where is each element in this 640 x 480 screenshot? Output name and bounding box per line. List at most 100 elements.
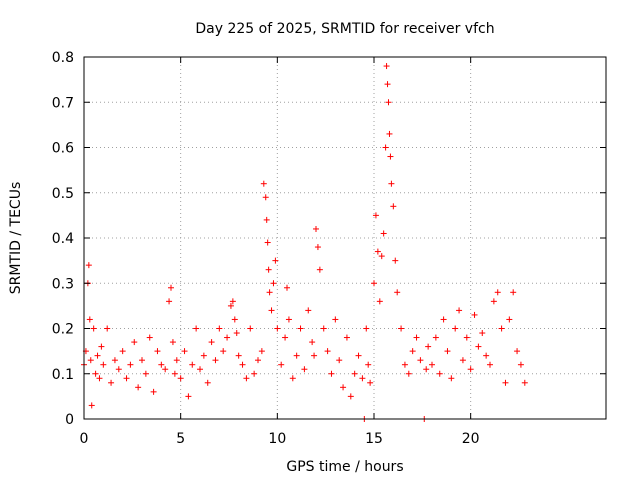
x-tick-label: 0 (80, 431, 89, 447)
data-point (429, 361, 435, 368)
data-point (514, 348, 521, 355)
data-point (392, 257, 399, 264)
data-point (305, 307, 312, 314)
data-point (266, 289, 273, 296)
data-point (380, 230, 387, 237)
data-point (123, 375, 130, 382)
data-point (383, 63, 390, 70)
data-point (87, 357, 94, 364)
data-point (382, 144, 389, 151)
data-point (108, 379, 115, 386)
data-point (401, 361, 408, 368)
data-point (100, 361, 107, 368)
data-point (517, 361, 524, 368)
data-point (320, 325, 327, 332)
data-point (436, 370, 443, 377)
y-tick-label: 0.6 (52, 141, 74, 157)
data-point (417, 357, 424, 364)
data-point (86, 316, 93, 323)
data-point (212, 357, 219, 364)
data-point (409, 348, 416, 355)
data-point (425, 343, 432, 350)
data-point (255, 357, 261, 364)
data-point (278, 361, 285, 368)
data-point (359, 375, 366, 382)
data-point (372, 212, 379, 219)
data-point (150, 388, 157, 395)
data-point (293, 352, 300, 359)
data-point (301, 366, 308, 373)
data-point (467, 366, 474, 373)
axis-ticks: 0 0.1 0.2 0.3 0.4 0.5 0.6 0.7 0.8 0 5 10 15 20 (52, 50, 606, 447)
data-point (171, 370, 178, 377)
data-point (220, 348, 227, 355)
data-point (285, 316, 292, 323)
data-point (247, 325, 254, 332)
data-point (367, 379, 374, 386)
data-point (265, 266, 272, 273)
data-point (405, 370, 412, 377)
x-axis-label: GPS time / hours (286, 459, 403, 475)
data-point (336, 357, 343, 364)
data-point (168, 284, 174, 291)
data-point (208, 339, 215, 346)
data-point (227, 302, 234, 309)
data-point (239, 361, 246, 368)
data-point (204, 379, 211, 386)
data-point (502, 379, 509, 386)
data-point (479, 330, 486, 337)
data-point (452, 325, 459, 332)
data-point (309, 339, 316, 346)
data-point (270, 280, 277, 287)
data-point (166, 298, 173, 305)
data-point (314, 244, 321, 251)
data-point (328, 370, 335, 377)
data-point (243, 375, 250, 382)
data-point (459, 357, 466, 364)
data-point (127, 361, 134, 368)
data-point (311, 352, 318, 359)
data-point (506, 316, 513, 323)
data-point (98, 343, 105, 350)
data-point (398, 325, 405, 332)
data-point (189, 361, 196, 368)
data-point (355, 352, 362, 359)
data-point (111, 357, 118, 364)
data-point (158, 361, 165, 368)
data-point (371, 280, 377, 287)
data-point (456, 307, 463, 314)
data-point (119, 348, 126, 355)
data-point (185, 393, 192, 400)
chart-title: Day 225 of 2025, SRMTID for receiver vfc… (195, 21, 494, 37)
data-point (272, 257, 279, 264)
data-point (235, 352, 242, 359)
data-point (313, 225, 319, 232)
data-point (131, 339, 138, 346)
data-point (216, 325, 223, 332)
data-point (154, 348, 161, 355)
data-point (264, 239, 271, 246)
y-tick-label: 0.3 (52, 276, 74, 292)
data-point (262, 194, 269, 201)
data-point (413, 334, 420, 341)
data-point (193, 325, 200, 332)
y-tick-label: 0 (65, 412, 74, 428)
y-axis-label: SRMTID / TECUs (8, 182, 24, 295)
x-tick-label: 10 (268, 431, 286, 447)
data-point (340, 384, 347, 391)
data-point (374, 248, 381, 255)
data-point (463, 334, 470, 341)
data-point (260, 180, 267, 187)
data-point (494, 289, 501, 296)
data-point (347, 393, 354, 400)
data-point (284, 284, 290, 291)
data-point (387, 153, 394, 160)
grid-lines (84, 57, 606, 419)
y-tick-label: 0.5 (52, 186, 74, 202)
data-point (135, 384, 142, 391)
data-point (200, 352, 207, 359)
data-point (233, 330, 240, 337)
data-point (510, 289, 517, 296)
data-point (274, 325, 281, 332)
data-point (231, 316, 238, 323)
